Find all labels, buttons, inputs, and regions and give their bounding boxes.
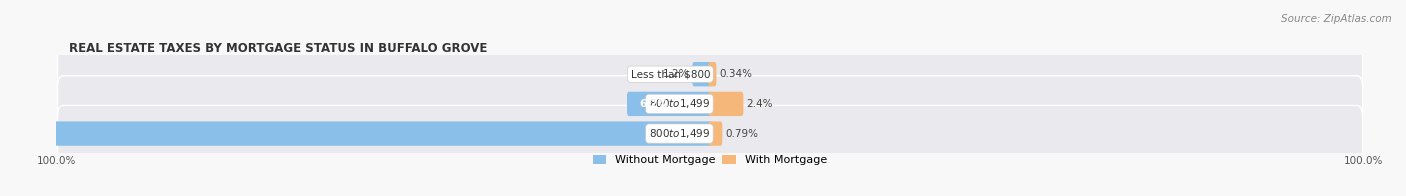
Text: 2.4%: 2.4% [747, 99, 773, 109]
Text: 1.2%: 1.2% [662, 69, 689, 79]
FancyBboxPatch shape [709, 121, 723, 146]
Text: $800 to $1,499: $800 to $1,499 [648, 97, 710, 110]
FancyBboxPatch shape [709, 62, 717, 86]
Text: 0.34%: 0.34% [720, 69, 752, 79]
FancyBboxPatch shape [58, 46, 1362, 102]
FancyBboxPatch shape [627, 92, 711, 116]
Text: $800 to $1,499: $800 to $1,499 [648, 127, 710, 140]
FancyBboxPatch shape [709, 92, 744, 116]
Text: REAL ESTATE TAXES BY MORTGAGE STATUS IN BUFFALO GROVE: REAL ESTATE TAXES BY MORTGAGE STATUS IN … [69, 42, 488, 55]
Text: Less than $800: Less than $800 [630, 69, 710, 79]
Legend: Without Mortgage, With Mortgage: Without Mortgage, With Mortgage [593, 154, 827, 165]
FancyBboxPatch shape [58, 105, 1362, 162]
FancyBboxPatch shape [58, 76, 1362, 132]
FancyBboxPatch shape [0, 121, 711, 146]
Text: 6.2%: 6.2% [640, 99, 668, 109]
FancyBboxPatch shape [692, 62, 711, 86]
Text: 0.79%: 0.79% [725, 129, 759, 139]
Text: Source: ZipAtlas.com: Source: ZipAtlas.com [1281, 14, 1392, 24]
